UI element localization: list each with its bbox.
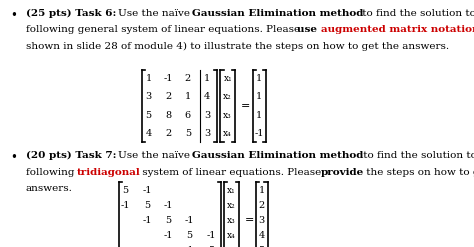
- Text: 5: 5: [146, 110, 152, 120]
- Text: 3: 3: [146, 92, 152, 101]
- Text: 8: 8: [165, 110, 171, 120]
- Text: Gaussian Elimination method: Gaussian Elimination method: [191, 9, 363, 18]
- Text: (20 pts) Task 7:: (20 pts) Task 7:: [26, 151, 120, 161]
- Text: 5: 5: [258, 246, 264, 247]
- Text: -1: -1: [164, 201, 173, 209]
- Text: x₃: x₃: [223, 110, 232, 120]
- Text: the steps on how to get the: the steps on how to get the: [363, 168, 474, 177]
- Text: x₂: x₂: [227, 201, 236, 209]
- Text: x₅: x₅: [227, 246, 236, 247]
- Text: system of linear equations. Please: system of linear equations. Please: [139, 168, 324, 177]
- Text: shown in slide 28 of module 4) to illustrate the steps on how to get the answers: shown in slide 28 of module 4) to illust…: [26, 41, 449, 51]
- Text: -1: -1: [164, 231, 173, 240]
- Text: 1: 1: [204, 74, 210, 83]
- Text: Use the naïve: Use the naïve: [118, 9, 193, 18]
- Text: -1: -1: [121, 201, 130, 209]
- Text: 4: 4: [204, 92, 210, 101]
- Text: -1: -1: [206, 231, 216, 240]
- Text: following general system of linear equations. Please: following general system of linear equat…: [26, 25, 303, 34]
- Text: x₂: x₂: [223, 92, 232, 101]
- Text: x₃: x₃: [227, 216, 236, 225]
- Text: x₁: x₁: [227, 185, 236, 195]
- Text: 4: 4: [146, 129, 152, 138]
- Text: x₁: x₁: [223, 74, 232, 83]
- Text: Gaussian Elimination method: Gaussian Elimination method: [191, 151, 363, 160]
- Text: following: following: [26, 168, 77, 177]
- Text: 3: 3: [204, 110, 210, 120]
- Text: •: •: [10, 9, 17, 21]
- Text: 2: 2: [185, 74, 191, 83]
- Text: to find the solution to the: to find the solution to the: [360, 151, 474, 160]
- Text: Use the naïve: Use the naïve: [118, 151, 193, 160]
- Text: answers.: answers.: [26, 184, 73, 193]
- Text: =: =: [241, 101, 250, 111]
- Text: 1: 1: [185, 92, 191, 101]
- Text: 3: 3: [204, 129, 210, 138]
- Text: (25 pts) Task 6:: (25 pts) Task 6:: [26, 9, 119, 18]
- Text: -1: -1: [164, 74, 173, 83]
- Text: 1: 1: [256, 110, 263, 120]
- Text: use: use: [298, 25, 321, 34]
- Text: •: •: [10, 151, 17, 164]
- Text: to find the solution to the: to find the solution to the: [359, 9, 474, 18]
- Text: 1: 1: [146, 74, 152, 83]
- Text: 5: 5: [122, 185, 128, 195]
- Text: 3: 3: [258, 216, 265, 225]
- Text: =: =: [245, 215, 254, 225]
- Text: 2: 2: [258, 201, 265, 209]
- Text: 5: 5: [185, 129, 191, 138]
- Text: 2: 2: [165, 129, 172, 138]
- Text: -1: -1: [142, 216, 152, 225]
- Text: 6: 6: [185, 110, 191, 120]
- Text: x₄: x₄: [227, 231, 236, 240]
- Text: -1: -1: [255, 129, 264, 138]
- Text: tridiagonal: tridiagonal: [76, 168, 140, 177]
- Text: 5: 5: [165, 216, 171, 225]
- Text: 1: 1: [256, 74, 263, 83]
- Text: 4: 4: [258, 231, 265, 240]
- Text: 1: 1: [258, 185, 265, 195]
- Text: 5: 5: [144, 201, 150, 209]
- Text: -1: -1: [142, 185, 152, 195]
- Text: x₄: x₄: [223, 129, 232, 138]
- Text: 5: 5: [208, 246, 214, 247]
- Text: 2: 2: [165, 92, 172, 101]
- Text: -1: -1: [185, 216, 194, 225]
- Text: augmented matrix notations: augmented matrix notations: [320, 25, 474, 34]
- Text: 5: 5: [187, 231, 193, 240]
- Text: 1: 1: [256, 92, 263, 101]
- Text: -1: -1: [185, 246, 194, 247]
- Text: provide: provide: [320, 168, 364, 177]
